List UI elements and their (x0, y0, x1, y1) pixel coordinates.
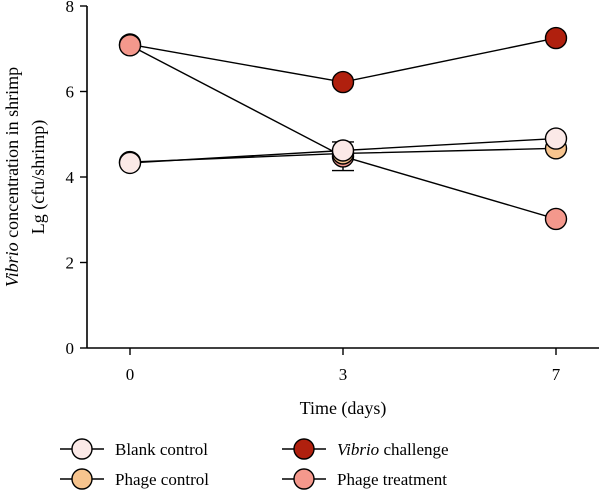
series-markers (118, 26, 568, 231)
y-tick-label-0: 0 (66, 339, 75, 358)
y-axis-subtitle-text: Lg (cfu/shrimp) (28, 120, 49, 234)
y-axis-title: Vibrio concentration in shrimp (2, 67, 22, 287)
legend-marker-2 (293, 438, 315, 460)
svg-text:Vibrio concentration in shrimp: Vibrio concentration in shrimp (2, 67, 22, 287)
legend-label-1: Phage control (115, 470, 209, 489)
y-axis-title-rest: concentration in shrimp (2, 67, 22, 242)
data-point-0-1 (331, 139, 355, 162)
data-point-2-2 (544, 26, 568, 50)
y-tick-label-6: 6 (66, 83, 75, 102)
legend-marker-0 (71, 438, 93, 460)
legend-marker-1 (71, 468, 93, 490)
legend-item-3: Phage treatment (282, 468, 447, 490)
data-point-2-1 (331, 70, 355, 94)
x-axis-title: Time (days) (300, 398, 387, 419)
x-axis-ticks: 0 3 7 (126, 348, 561, 384)
x-tick-label-0: 0 (126, 365, 135, 384)
legend-item-2: Vibrio challenge (282, 438, 449, 460)
y-axis-ticks: 0 2 4 6 8 (66, 0, 87, 358)
data-point-0-2 (544, 127, 568, 150)
y-tick-label-8: 8 (66, 0, 75, 16)
x-tick-label-7: 7 (552, 365, 561, 384)
legend-marker-3 (293, 468, 315, 490)
legend-label-2: Vibrio challenge (337, 440, 449, 459)
y-tick-label-4: 4 (66, 168, 75, 187)
data-point-3-2 (544, 207, 568, 231)
y-axis-subtitle: Lg (cfu/shrimp) (28, 120, 49, 234)
legend-label-3: Phage treatment (337, 470, 447, 489)
y-tick-label-2: 2 (66, 254, 75, 273)
data-point-3-0 (118, 34, 142, 57)
y-axis-title-italic: Vibrio (2, 242, 22, 287)
legend-label-0: Blank control (115, 440, 208, 459)
legend: Blank control Vibrio challenge Phage contr… (60, 438, 449, 490)
legend-item-0: Blank control (60, 438, 208, 460)
legend-item-1: Phage control (60, 468, 209, 490)
x-tick-label-3: 3 (339, 365, 348, 384)
series-lines (129, 37, 557, 220)
data-point-0-0 (118, 151, 142, 175)
